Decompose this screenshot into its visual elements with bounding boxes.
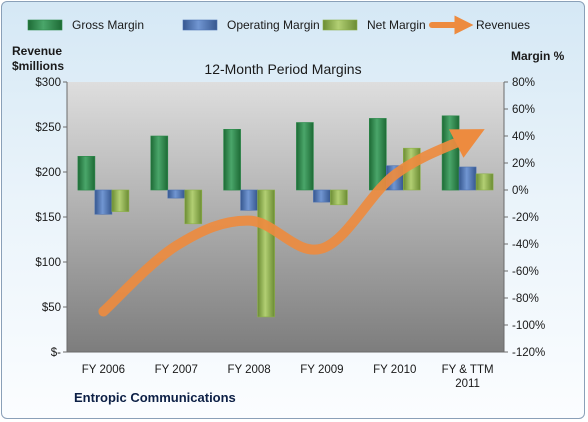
- bar-operating-margin-fy-2009: [313, 189, 331, 203]
- legend: Gross Margin Operating Margin Net Margin Re…: [27, 15, 530, 35]
- company-label: Entropic Communications: [74, 390, 236, 405]
- bar-operating-margin-fy-2008: [240, 189, 258, 211]
- legend-swatch-operating-margin: [182, 19, 218, 31]
- legend-label-revenues: Revenues: [476, 18, 530, 32]
- right-tick-label: -40%: [512, 239, 539, 251]
- left-axis-title-line2: $millions: [12, 59, 64, 73]
- left-tick-label: $300: [35, 77, 61, 89]
- category-label: FY & TTM 2011: [442, 364, 494, 390]
- category-label: FY 2008: [227, 364, 270, 376]
- right-tick-label: 60%: [512, 104, 535, 116]
- legend-label-net-margin: Net Margin: [367, 18, 426, 32]
- left-tick-label: $100: [35, 257, 61, 269]
- bar-gross-margin-fy-2008: [223, 129, 241, 191]
- bar-net-margin-fy-2006: [111, 189, 130, 212]
- revenue-line: [98, 129, 485, 317]
- bar-operating-margin-fy-2007: [167, 189, 186, 199]
- category-label: FY 2009: [300, 364, 343, 376]
- right-tick-label: -20%: [512, 212, 539, 224]
- legend-label-gross-margin: Gross Margin: [72, 18, 144, 32]
- legend-swatch-gross-margin: [27, 19, 63, 31]
- category-label: FY 2007: [155, 364, 198, 376]
- left-axis-title-line1: Revenue: [12, 44, 62, 58]
- plot-area: [67, 82, 504, 352]
- left-tick-label: $250: [35, 122, 61, 134]
- revenue-line-path: [98, 129, 485, 317]
- bar-operating-margin-fy-2006: [94, 189, 113, 215]
- right-axis-title: Margin %: [511, 49, 565, 63]
- bar-gross-margin-fy-2007: [150, 135, 169, 191]
- right-tick-label: -120%: [512, 347, 545, 359]
- right-tick-label: 0%: [512, 185, 529, 197]
- bar-gross-margin-fy-2006: [77, 156, 96, 191]
- bar-series: [77, 115, 494, 318]
- bar-net-margin-fy-2007: [184, 189, 203, 225]
- axes: $300 $250 $200 $150 $100 $50 $- 80% 60% 40% 20% 0% -…: [35, 77, 545, 390]
- bar-operating-margin-fy-ttm-2011: [458, 166, 477, 191]
- category-label: FY 2006: [82, 364, 125, 376]
- right-tick-label: 20%: [512, 158, 535, 170]
- right-tick-label: -60%: [512, 266, 539, 278]
- left-tick-label: $200: [35, 167, 61, 179]
- right-tick-label: 40%: [512, 131, 535, 143]
- left-tick-label: $50: [42, 302, 61, 314]
- legend-swatch-net-margin: [322, 19, 358, 31]
- chart-title: 12-Month Period Margins: [204, 61, 361, 77]
- bar-net-margin-fy-2009: [330, 189, 348, 206]
- right-tick-label: -100%: [512, 320, 545, 332]
- left-tick-label: $-: [51, 347, 61, 359]
- category-label: FY 2010: [373, 364, 416, 376]
- bar-gross-margin-fy-2009: [296, 122, 314, 191]
- left-tick-label: $150: [35, 212, 61, 224]
- bar-net-margin-fy-2008: [257, 189, 275, 318]
- bar-net-margin-fy-ttm-2011: [475, 173, 494, 191]
- legend-label-operating-margin: Operating Margin: [227, 18, 320, 32]
- right-tick-label: 80%: [512, 77, 535, 89]
- right-tick-label: -80%: [512, 293, 539, 305]
